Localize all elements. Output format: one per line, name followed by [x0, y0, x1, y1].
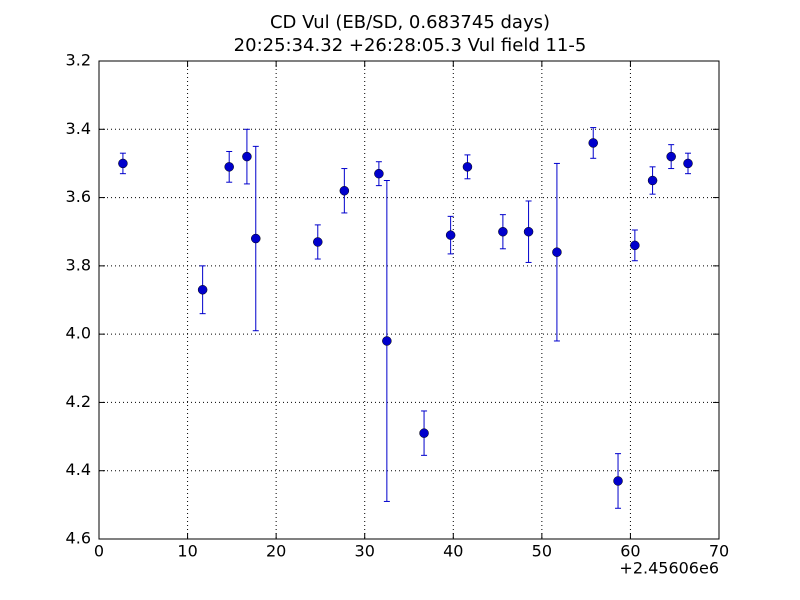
- y-tick-label: 4.4: [66, 460, 91, 479]
- point: [523, 226, 534, 237]
- point: [118, 158, 128, 169]
- y-tick-label: 3.2: [66, 51, 91, 70]
- point: [498, 226, 508, 237]
- point: [251, 233, 261, 244]
- x-tick-label: 40: [443, 542, 463, 561]
- point: [445, 230, 456, 240]
- x-tick-label: 10: [177, 542, 197, 561]
- y-tick-label: 3.6: [66, 187, 91, 206]
- x-tick-label: 50: [532, 542, 552, 561]
- point: [339, 185, 350, 196]
- y-tick-label: 3.8: [66, 255, 91, 274]
- point: [313, 237, 323, 247]
- chart-subtitle: 20:25:34.32 +26:28:05.3 Vul field 11-5: [234, 35, 587, 56]
- point: [462, 162, 473, 172]
- point: [588, 138, 598, 148]
- point: [197, 285, 208, 295]
- point: [374, 168, 384, 179]
- y-tick-label: 4.6: [66, 529, 91, 548]
- x-tick-label: 20: [266, 542, 286, 561]
- point: [647, 175, 658, 186]
- point: [613, 476, 623, 486]
- point: [419, 428, 429, 438]
- x-tick-label: 60: [620, 542, 640, 561]
- y-tick-label: 4.2: [66, 392, 91, 411]
- point: [382, 336, 392, 346]
- y-tick-label: 4.0: [66, 324, 91, 343]
- point: [630, 240, 640, 251]
- point: [224, 162, 234, 172]
- plot-frame: [98, 60, 720, 540]
- point: [683, 158, 693, 169]
- point: [242, 151, 252, 162]
- x-tick-label: 70: [709, 542, 729, 561]
- point: [666, 151, 676, 162]
- y-tick-label: 3.4: [66, 119, 91, 138]
- x-tick-label: 30: [355, 542, 375, 561]
- x-offset-label: +2.45606e6: [619, 559, 719, 578]
- point: [552, 247, 562, 257]
- x-tick-label: 0: [94, 542, 104, 561]
- chart-title: CD Vul (EB/SD, 0.683745 days): [270, 12, 550, 33]
